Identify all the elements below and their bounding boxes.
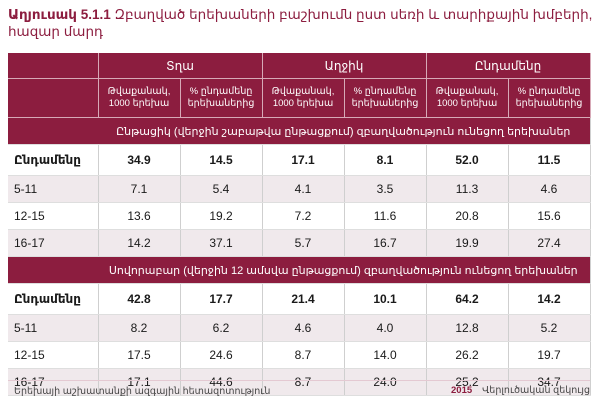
row-label: 16-17 <box>8 368 99 396</box>
table-cell: 8.2 <box>98 314 181 342</box>
table-cell: 4.0 <box>344 314 427 342</box>
table-row: 16-17 17.1 44.6 8.7 24.0 25.2 34.7 <box>8 368 591 396</box>
table-cell: 37.1 <box>180 229 263 257</box>
table-row: 12-15 13.6 19.2 7.2 11.6 20.8 15.6 <box>8 202 591 230</box>
table-cell: 8.7 <box>262 341 345 369</box>
table-cell: 11.6 <box>344 202 427 230</box>
table-cell: 34.7 <box>508 368 591 396</box>
table-cell: 27.4 <box>508 229 591 257</box>
table-row: 5-11 7.1 5.4 4.1 3.5 11.3 4.6 <box>8 175 591 203</box>
table-cell: 11.3 <box>426 175 509 203</box>
table-cell: 42.8 <box>98 283 181 315</box>
row-label: 5-11 <box>8 314 99 342</box>
table-cell: 34.9 <box>98 144 181 176</box>
group-header-boys: Տղա <box>98 53 263 79</box>
table-cell: 17.1 <box>262 144 345 176</box>
table-number: Աղյուսակ 5.1.1 <box>8 7 111 22</box>
table-cell: 17.7 <box>180 283 263 315</box>
table-cell: 17.1 <box>98 368 181 396</box>
table-cell: 16.7 <box>344 229 427 257</box>
row-label: 16-17 <box>8 229 99 257</box>
table-cell: 20.8 <box>426 202 509 230</box>
table-cell: 8.7 <box>262 368 345 396</box>
data-table-container: Տղա Աղջիկ Ընդամենը Թվաքանակ, 1000 երեխա … <box>8 53 591 396</box>
subheader-percent: % ընդամենը երեխաներից <box>180 78 263 118</box>
section-title: Սովորաբար (վերջին 12 ամսվա ընթացքում) զբ… <box>8 256 591 284</box>
table-cell: 44.6 <box>180 368 263 396</box>
table-cell: 11.5 <box>508 144 591 176</box>
row-label: 12-15 <box>8 202 99 230</box>
subheader-percent: % ընդամենը երեխաներից <box>508 78 591 118</box>
table-cell: 19.9 <box>426 229 509 257</box>
footer-divider <box>8 380 590 381</box>
corner-cell <box>8 53 99 79</box>
table-cell: 4.1 <box>262 175 345 203</box>
table-cell: 14.5 <box>180 144 263 176</box>
section-header-row: Սովորաբար (վերջին 12 ամսվա ընթացքում) զբ… <box>8 256 591 284</box>
table-cell: 26.2 <box>426 341 509 369</box>
table-cell: 14.2 <box>98 229 181 257</box>
table-row: 5-11 8.2 6.2 4.6 4.0 12.8 5.2 <box>8 314 591 342</box>
table-cell: 5.7 <box>262 229 345 257</box>
table-cell: 3.5 <box>344 175 427 203</box>
group-header-total: Ընդամենը <box>426 53 591 79</box>
table-row: 12-15 17.5 24.6 8.7 14.0 26.2 19.7 <box>8 341 591 369</box>
table-cell: 21.4 <box>262 283 345 315</box>
table-cell: 24.6 <box>180 341 263 369</box>
table-cell: 17.5 <box>98 341 181 369</box>
table-cell: 7.2 <box>262 202 345 230</box>
table-cell: 8.1 <box>344 144 427 176</box>
table-cell: 25.2 <box>426 368 509 396</box>
table-title: Աղյուսակ 5.1.1 Զբաղված երեխաների բաշխում… <box>8 6 593 40</box>
table-cell: 7.1 <box>98 175 181 203</box>
table-cell: 10.1 <box>344 283 427 315</box>
table-cell: 13.6 <box>98 202 181 230</box>
table-cell: 52.0 <box>426 144 509 176</box>
table-cell: 12.8 <box>426 314 509 342</box>
footer-year: 2015 <box>451 385 473 396</box>
table-cell: 5.4 <box>180 175 263 203</box>
row-label: 5-11 <box>8 175 99 203</box>
table-cell: 24.0 <box>344 368 427 396</box>
footer-report-name: Վերլուծական զեկույց <box>482 385 590 396</box>
table-row-total: Ընդամենը 42.8 17.7 21.4 10.1 64.2 14.2 <box>8 283 591 315</box>
subheader-count: Թվաքանակ, 1000 երեխա <box>98 78 181 118</box>
table-cell: 19.2 <box>180 202 263 230</box>
section-header-row: Ընթացիկ (վերջին շաբաթվա ընթացքում) զբաղվ… <box>8 117 591 145</box>
table-row-total: Ընդամենը 34.9 14.5 17.1 8.1 52.0 11.5 <box>8 144 591 176</box>
table-cell: 15.6 <box>508 202 591 230</box>
row-label: Ընդամենը <box>8 144 99 176</box>
table-cell: 14.0 <box>344 341 427 369</box>
footer-source: Երեխայի աշխատանքի ազգային հետազոտություն <box>14 386 271 397</box>
row-label: Ընդամենը <box>8 283 99 315</box>
table-caption: Զբաղված երեխաների բաշխումն ըստ սեռի և տա… <box>8 7 593 39</box>
footer-right: 2015 Վերլուծական զեկույց <box>451 385 590 396</box>
subheader-percent: % ընդամենը երեխաներից <box>344 78 427 118</box>
data-table: Տղա Աղջիկ Ընդամենը Թվաքանակ, 1000 երեխա … <box>8 53 591 396</box>
table-cell: 4.6 <box>508 175 591 203</box>
row-label: 12-15 <box>8 341 99 369</box>
table-cell: 4.6 <box>262 314 345 342</box>
subheader-count: Թվաքանակ, 1000 երեխա <box>426 78 509 118</box>
table-cell: 14.2 <box>508 283 591 315</box>
section-title: Ընթացիկ (վերջին շաբաթվա ընթացքում) զբաղվ… <box>8 117 591 145</box>
group-header-girls: Աղջիկ <box>262 53 427 79</box>
table-cell: 64.2 <box>426 283 509 315</box>
corner-cell <box>8 78 99 118</box>
table-row: 16-17 14.2 37.1 5.7 16.7 19.9 27.4 <box>8 229 591 257</box>
table-body: Ընթացիկ (վերջին շաբաթվա ընթացքում) զբաղվ… <box>8 117 591 396</box>
subheader-count: Թվաքանակ, 1000 երեխա <box>262 78 345 118</box>
table-cell: 5.2 <box>508 314 591 342</box>
table-cell: 19.7 <box>508 341 591 369</box>
table-cell: 6.2 <box>180 314 263 342</box>
